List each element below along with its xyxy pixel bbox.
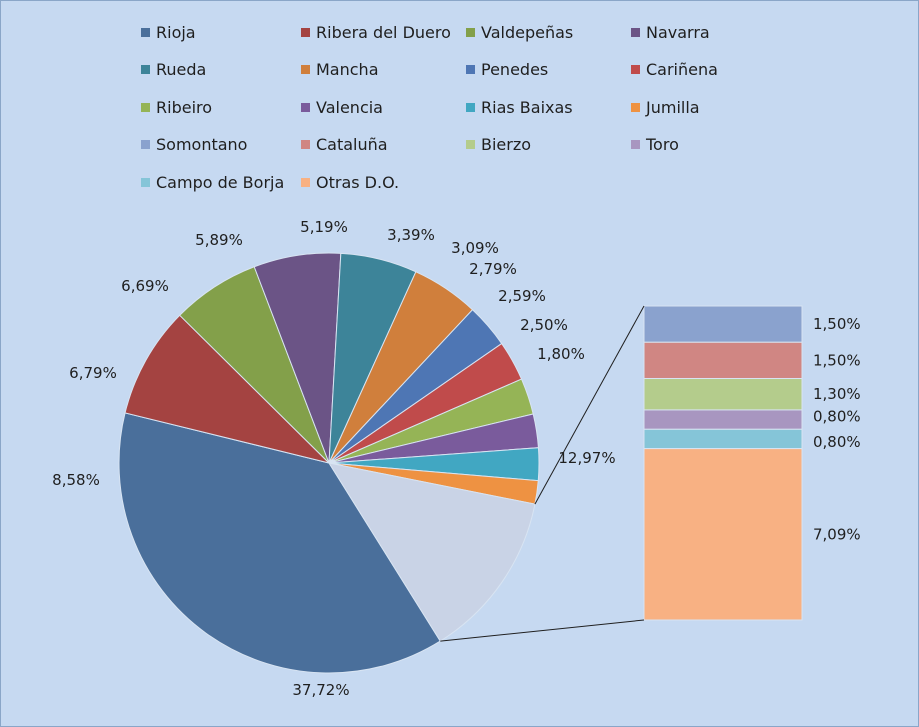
legend-item: Jumilla	[631, 96, 700, 118]
legend-item: Rueda	[141, 59, 206, 81]
legend-swatch	[141, 65, 150, 74]
bar-label: 1,50%	[813, 351, 861, 369]
legend-swatch	[466, 140, 475, 149]
legend-label: Rioja	[156, 22, 196, 42]
legend-label: Valencia	[316, 97, 383, 117]
bar-label: 0,80%	[813, 433, 861, 451]
legend-label: Ribeiro	[156, 97, 213, 117]
legend-swatch	[631, 140, 640, 149]
pie-label: 2,79%	[469, 260, 517, 278]
pie-label: 2,50%	[520, 316, 568, 334]
bar-segment	[643, 409, 803, 430]
legend-item: Bierzo	[466, 134, 531, 156]
legend-item: Somontano	[141, 134, 247, 156]
legend-label: Valdepeñas	[481, 22, 574, 42]
legend-swatch	[631, 65, 640, 74]
pie-label: 5,89%	[195, 231, 243, 249]
legend-item: Cariñena	[631, 59, 718, 81]
legend-label: Navarra	[646, 22, 710, 42]
legend-swatch	[301, 140, 310, 149]
pie-label: 3,09%	[451, 239, 499, 257]
legend-swatch	[466, 65, 475, 74]
pie-slice	[118, 412, 441, 674]
legend-label: Otras D.O.	[316, 172, 400, 192]
legend-swatch	[301, 27, 310, 37]
pie-slice-other	[327, 462, 536, 642]
legend-label: Campo de Borja	[156, 172, 285, 192]
legend-swatch	[301, 177, 310, 187]
pie-label: 2,59%	[498, 287, 546, 305]
legend-item: Otras D.O.	[301, 171, 399, 193]
pie-label: 6,69%	[121, 277, 169, 295]
bar-segment	[643, 378, 803, 411]
pie-label: 8,58%	[52, 471, 100, 489]
pie-label: 6,79%	[69, 364, 117, 382]
legend-label: Jumilla	[646, 97, 700, 117]
legend-label: Toro	[646, 135, 679, 154]
legend-item: Toro	[631, 134, 679, 156]
legend-item: Navarra	[631, 21, 710, 43]
legend-swatch	[141, 27, 150, 37]
legend-label: Bierzo	[481, 135, 532, 154]
pie-slice	[124, 314, 331, 464]
legend-swatch	[301, 102, 310, 112]
pie-label: 5,19%	[300, 218, 348, 236]
legend-item: Rias Baixas	[466, 96, 573, 118]
legend-swatch	[301, 65, 310, 74]
bar-segment	[643, 305, 803, 343]
legend-swatch	[631, 27, 640, 37]
legend-swatch	[141, 177, 150, 187]
legend-item: Penedes	[466, 59, 548, 81]
legend-label: Cataluña	[316, 135, 388, 154]
legend-item: Ribera del Duero	[301, 21, 451, 43]
connector-line	[440, 619, 645, 642]
legend-item: Rioja	[141, 21, 196, 43]
connector-line	[534, 305, 645, 505]
legend-item: Campo de Borja	[141, 171, 284, 193]
bar-label: 1,30%	[813, 385, 861, 403]
pie-label: 1,80%	[537, 345, 585, 363]
bar-label: 7,09%	[813, 525, 861, 543]
legend-item: Valdepeñas	[466, 21, 573, 43]
legend-swatch	[141, 140, 150, 149]
bar-segment	[643, 448, 803, 621]
bar-segment	[643, 428, 803, 450]
legend-label: Ribera del Duero	[316, 22, 451, 42]
legend-label: Penedes	[481, 60, 549, 79]
legend-swatch	[466, 102, 475, 112]
legend-item: Valencia	[301, 96, 383, 118]
pie-label-other: 12,97%	[558, 449, 615, 467]
legend-label: Somontano	[156, 135, 248, 154]
legend-item: Cataluña	[301, 134, 388, 156]
legend-swatch	[631, 102, 640, 112]
legend-swatch	[141, 102, 150, 112]
legend-item: Mancha	[301, 59, 379, 81]
legend-label: Rias Baixas	[481, 97, 573, 117]
legend-label: Rueda	[156, 60, 207, 79]
legend-label: Mancha	[316, 60, 379, 79]
legend-swatch	[466, 27, 475, 37]
bar-segment	[643, 341, 803, 380]
pie-label: 37,72%	[292, 681, 349, 699]
bar-label: 1,50%	[813, 315, 861, 333]
legend-label: Cariñena	[646, 60, 718, 79]
pie-label: 3,39%	[387, 226, 435, 244]
bar-label: 0,80%	[813, 408, 861, 426]
legend-item: Ribeiro	[141, 96, 212, 118]
